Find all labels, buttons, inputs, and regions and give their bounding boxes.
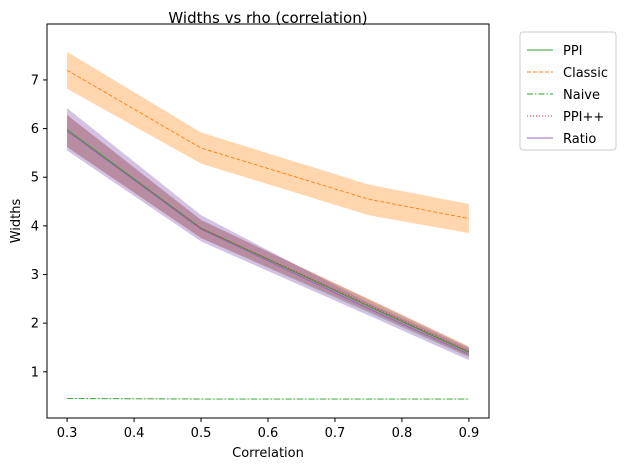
y-tick-label: 4 (31, 219, 39, 234)
line-classic (66, 69, 469, 220)
line-ratio (66, 130, 470, 355)
legend-label-ppi: PPI (563, 44, 583, 59)
legend-label-classic: Classic (563, 66, 608, 81)
legend-items: PPI Classic Naive PPI++ Ratio (527, 44, 608, 147)
y-tick-label: 2 (31, 317, 39, 332)
y-tick-label: 6 (31, 122, 39, 137)
x-tick-label: 0.7 (325, 426, 346, 441)
y-tick-label: 7 (31, 73, 39, 88)
y-tick-label: 3 (31, 268, 39, 283)
band-ppiplusplus (67, 114, 469, 357)
band-classic (67, 51, 469, 234)
y-tick-label: 5 (31, 171, 39, 186)
x-tick-label: 0.8 (392, 426, 413, 441)
x-axis-label: Correlation (232, 446, 304, 461)
y-tick-label: 1 (31, 365, 39, 380)
legend: PPI Classic Naive PPI++ Ratio (519, 31, 617, 151)
y-axis-ticks: 1 2 3 4 5 6 7 (31, 73, 47, 380)
x-tick-label: 0.9 (459, 426, 480, 441)
x-tick-label: 0.6 (258, 426, 279, 441)
legend-label-ppiplusplus: PPI++ (563, 110, 604, 125)
x-tick-label: 0.5 (191, 426, 212, 441)
y-axis-label: Widths (9, 199, 24, 244)
series-lines (66, 69, 470, 400)
line-ppi (66, 129, 470, 353)
x-axis-ticks: 0.3 0.4 0.5 0.6 0.7 0.8 0.9 (57, 418, 480, 441)
chart-title: Widths vs rho (correlation) (168, 9, 367, 27)
legend-label-ratio: Ratio (563, 132, 596, 147)
band-ratio (67, 108, 469, 361)
x-tick-label: 0.3 (57, 426, 78, 441)
legend-frame (519, 31, 617, 151)
x-tick-label: 0.4 (124, 426, 145, 441)
legend-label-naive: Naive (563, 88, 600, 103)
